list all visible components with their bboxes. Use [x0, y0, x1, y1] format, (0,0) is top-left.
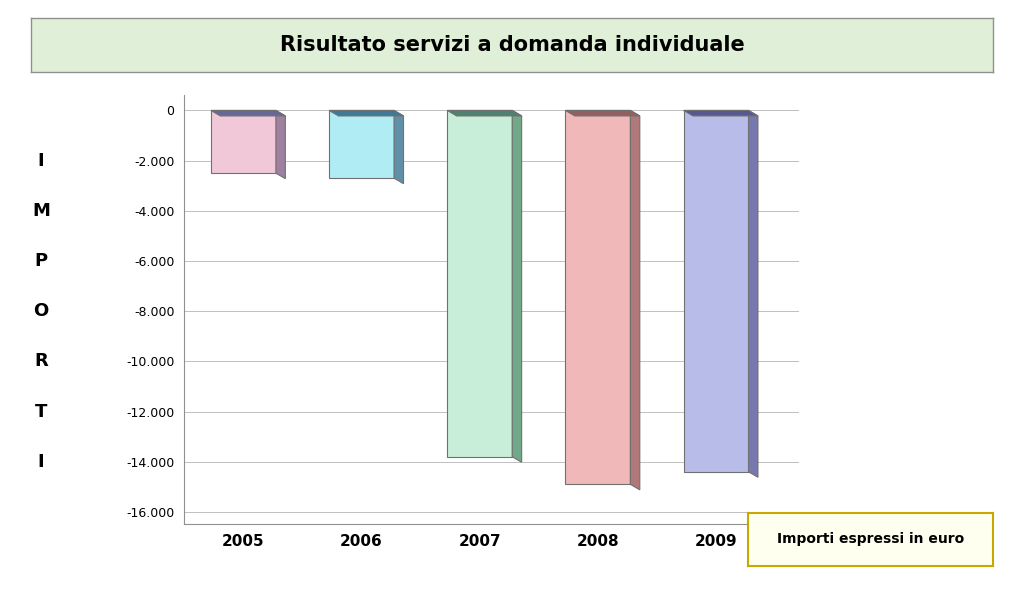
- Bar: [447, 110, 512, 457]
- Text: I: I: [38, 151, 44, 170]
- Polygon shape: [565, 110, 640, 116]
- Polygon shape: [275, 110, 286, 179]
- Polygon shape: [447, 110, 521, 116]
- Polygon shape: [631, 110, 640, 490]
- Bar: [211, 110, 275, 173]
- Text: T: T: [35, 402, 47, 421]
- Text: P: P: [35, 252, 47, 270]
- Text: I: I: [38, 453, 44, 471]
- Polygon shape: [329, 110, 403, 116]
- Polygon shape: [512, 110, 521, 462]
- Text: R: R: [34, 352, 48, 370]
- Bar: [684, 110, 749, 472]
- Text: O: O: [34, 302, 48, 320]
- Polygon shape: [749, 110, 758, 477]
- Text: Importi espressi in euro: Importi espressi in euro: [777, 532, 964, 547]
- Text: Risultato servizi a domanda individuale: Risultato servizi a domanda individuale: [280, 35, 744, 55]
- Polygon shape: [684, 110, 758, 116]
- Polygon shape: [211, 110, 286, 116]
- Bar: [329, 110, 394, 178]
- Text: M: M: [32, 202, 50, 220]
- Polygon shape: [394, 110, 403, 184]
- Bar: [565, 110, 631, 485]
